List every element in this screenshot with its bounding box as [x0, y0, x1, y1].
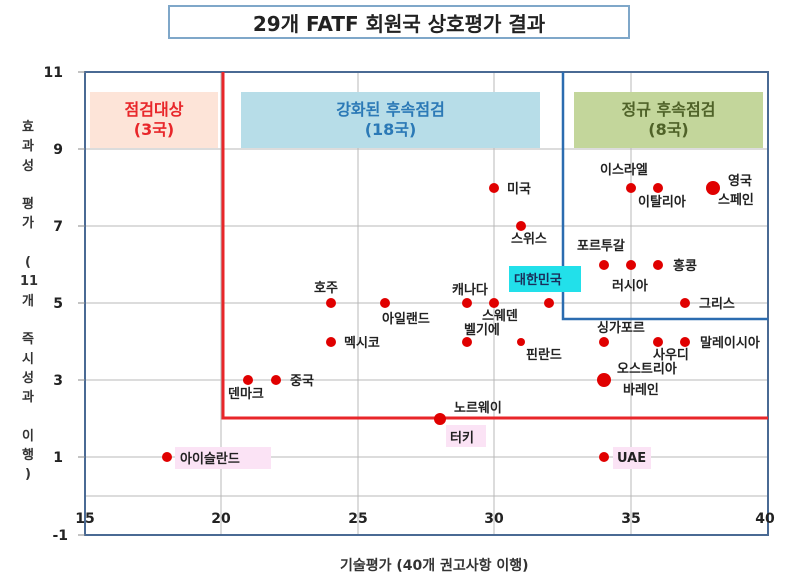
svg-text:핀란드: 핀란드 [526, 347, 562, 363]
svg-text:터키: 터키 [450, 430, 474, 446]
region-title: 점검대상 [124, 100, 184, 119]
svg-text:이스라엘: 이스라엘 [600, 162, 648, 178]
svg-text:아이슬란드: 아이슬란드 [180, 451, 240, 467]
svg-text:이탈리아: 이탈리아 [638, 194, 686, 210]
svg-text:사우디: 사우디 [653, 347, 689, 363]
svg-text:35: 35 [621, 511, 640, 527]
svg-text:대한민국: 대한민국 [514, 272, 562, 288]
svg-text:40: 40 [755, 511, 775, 527]
svg-text:말레이시아: 말레이시아 [700, 335, 760, 351]
point-labels: 아이슬란드 덴마크 중국 호주 멕시코 아일랜드 노르웨이 터키 캐나다 벨기에… [180, 162, 760, 467]
svg-text:25: 25 [348, 511, 367, 527]
svg-text:7: 7 [53, 219, 63, 235]
svg-text:3: 3 [53, 373, 63, 389]
svg-text:영국: 영국 [728, 174, 752, 189]
svg-text:호주: 호주 [314, 281, 338, 296]
svg-text:덴마크: 덴마크 [228, 386, 264, 402]
svg-text:스페인: 스페인 [718, 192, 754, 208]
svg-text:9: 9 [53, 142, 63, 158]
svg-text:바레인: 바레인 [623, 382, 659, 398]
region-title: 정규 후속점검 [621, 100, 716, 119]
svg-text:오스트리아: 오스트리아 [617, 361, 677, 377]
region-label-enhanced-followup: 강화된 후속점검 (18국) [241, 92, 540, 148]
region-count: (18국) [364, 120, 417, 139]
svg-text:싱가포르: 싱가포르 [597, 321, 645, 336]
blue-threshold-box [561, 72, 768, 321]
svg-text:러시아: 러시아 [612, 278, 648, 294]
svg-text:15: 15 [75, 511, 94, 527]
svg-text:노르웨이: 노르웨이 [454, 400, 502, 416]
svg-text:UAE: UAE [617, 451, 646, 466]
region-label-regular-followup: 정규 후속점검 (8국) [574, 92, 763, 148]
svg-text:-1: -1 [52, 528, 68, 544]
svg-text:중국: 중국 [290, 374, 314, 389]
svg-text:1: 1 [53, 450, 63, 466]
svg-text:30: 30 [484, 511, 504, 527]
svg-text:그리스: 그리스 [699, 296, 735, 312]
region-label-inspection: 점검대상 (3국) [90, 92, 218, 148]
region-title: 강화된 후속점검 [336, 100, 445, 119]
svg-text:캐나다: 캐나다 [452, 282, 488, 298]
svg-text:5: 5 [53, 296, 63, 312]
svg-text:홍콩: 홍콩 [673, 258, 697, 274]
svg-text:스웨덴: 스웨덴 [482, 308, 518, 324]
x-tick-labels: 15 20 25 30 35 40 [75, 511, 775, 527]
svg-text:스위스: 스위스 [511, 232, 547, 247]
x-axis-label: 기술평가 (40개 권고사항 이행) [340, 558, 529, 574]
svg-text:미국: 미국 [507, 181, 531, 197]
svg-text:아일랜드: 아일랜드 [382, 311, 430, 327]
region-count: (3국) [133, 120, 175, 139]
svg-text:멕시코: 멕시코 [344, 335, 380, 351]
svg-text:20: 20 [211, 511, 231, 527]
data-points [162, 181, 720, 462]
red-threshold-line [221, 72, 768, 420]
y-tick-labels: 11 9 7 5 3 1 -1 [44, 65, 68, 544]
svg-text:11: 11 [44, 65, 63, 81]
chart-title: 29개 FATF 회원국 상호평가 결과 [168, 5, 630, 39]
svg-text:벨기에: 벨기에 [464, 322, 500, 338]
svg-text:포르투갈: 포르투갈 [577, 239, 625, 254]
region-count: (8국) [648, 120, 689, 139]
